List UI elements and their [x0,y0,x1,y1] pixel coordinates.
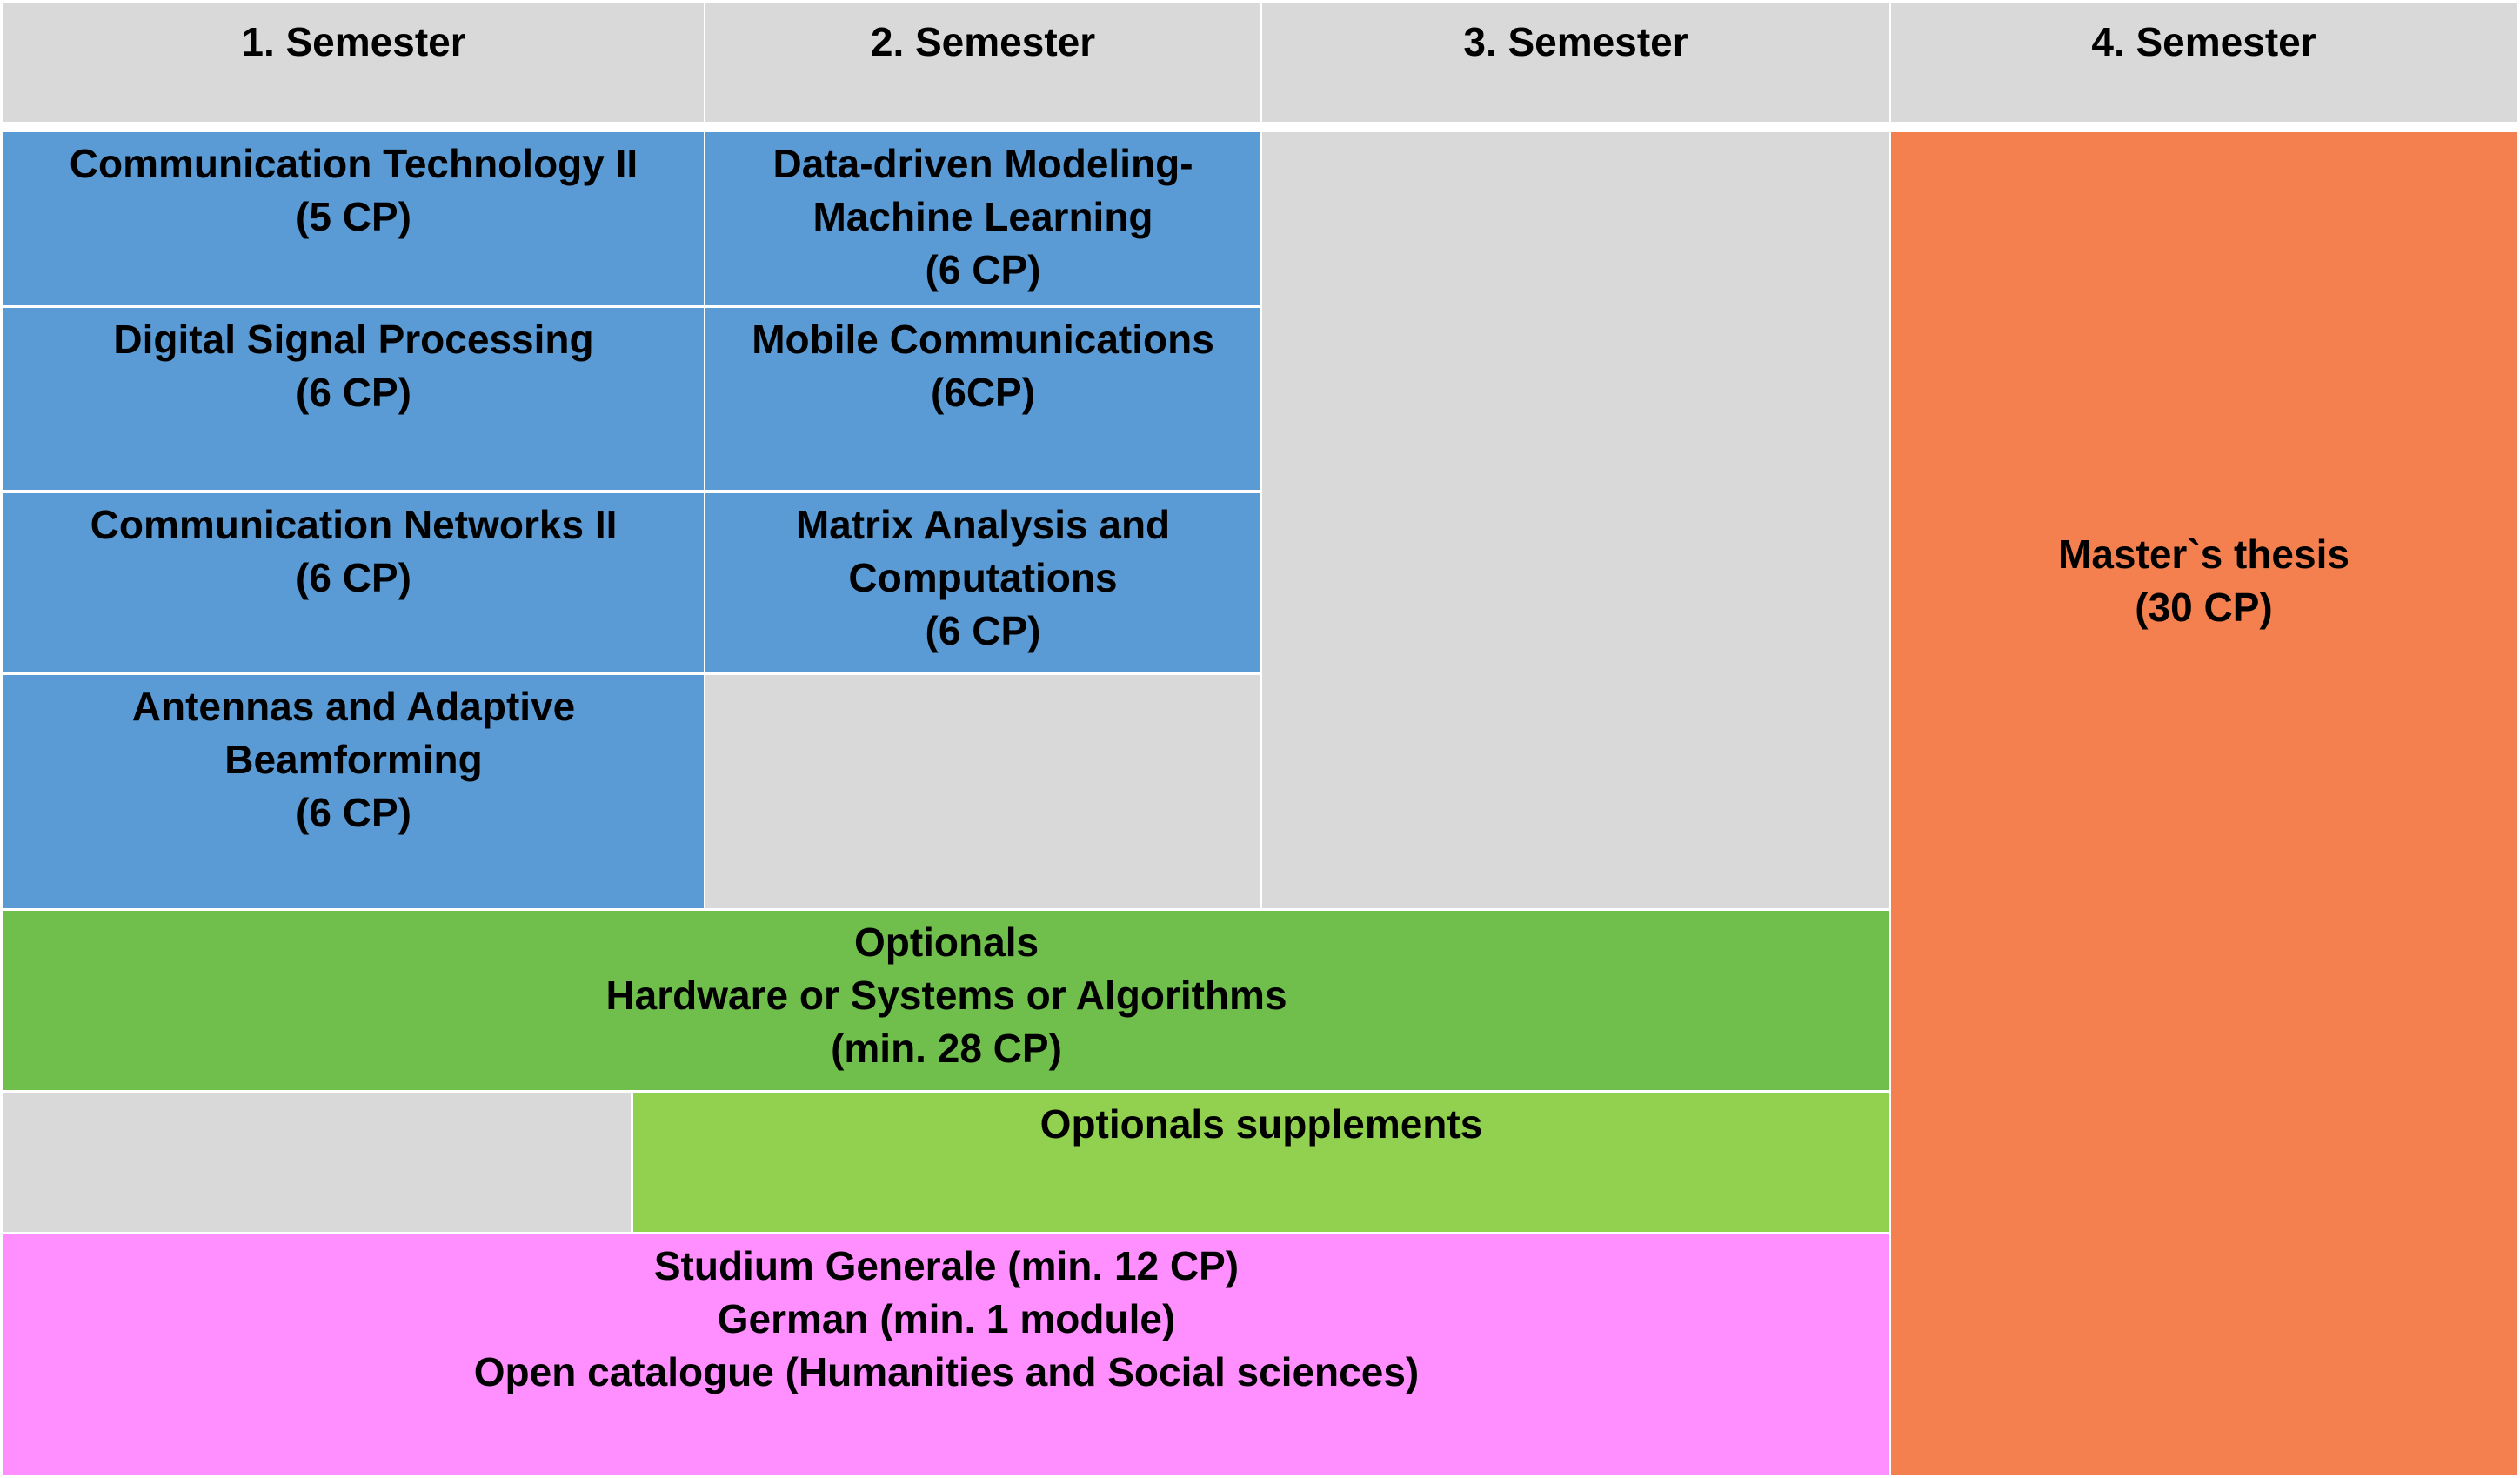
module-name: Communication Technology II [69,141,638,186]
module-credits: (6 CP) [296,370,411,415]
module-name-line-1: Antennas and Adaptive [131,684,576,729]
module-credits: (6 CP) [925,247,1041,292]
studium-generale-german: German (min. 1 module) [717,1296,1176,1341]
empty-slot-semester-3 [1262,132,1889,908]
module-digital-signal-processing: Digital Signal Processing (6 CP) [3,308,704,490]
header-label: 1. Semester [241,19,466,64]
module-name-line-1: Data-driven Modeling- [772,141,1193,186]
module-name-line-2: Machine Learning [812,194,1153,239]
module-matrix-analysis-and-computations: Matrix Analysis and Computations (6 CP) [705,493,1260,672]
module-antennas-and-adaptive-beamforming: Antennas and Adaptive Beamforming (6 CP) [3,675,704,908]
module-credits: (6 CP) [296,555,411,600]
module-data-driven-modeling: Data-driven Modeling- Machine Learning (… [705,132,1260,305]
optionals-tracks: Hardware or Systems or Algorithms [605,973,1287,1018]
module-name: Mobile Communications [752,317,1214,362]
module-credits: (6 CP) [925,608,1041,653]
module-mobile-communications: Mobile Communications (6CP) [705,308,1260,490]
optionals-supplements-title: Optionals supplements [1039,1101,1483,1147]
optionals-credits: (min. 28 CP) [831,1026,1062,1071]
optionals-block: Optionals Hardware or Systems or Algorit… [3,911,1889,1090]
header-semester-2: 2. Semester [705,3,1260,122]
module-credits: (6 CP) [296,790,411,835]
module-communication-networks-ii: Communication Networks II (6 CP) [3,493,704,672]
module-communication-technology-ii: Communication Technology II (5 CP) [3,132,704,305]
module-name-line-2: Beamforming [224,737,483,782]
module-name: Digital Signal Processing [113,317,594,362]
header-label: 4. Semester [2091,19,2316,64]
empty-slot-semester-2 [705,675,1260,908]
studium-generale-title: Studium Generale (min. 12 CP) [653,1243,1240,1288]
module-credits: (5 CP) [296,194,411,239]
thesis-title: Master`s thesis [2058,532,2350,577]
studium-generale-catalogue: Open catalogue (Humanities and Social sc… [473,1349,1420,1394]
header-semester-4: 4. Semester [1891,3,2517,122]
thesis-credits: (30 CP) [2135,585,2273,630]
header-label: 3. Semester [1463,19,1688,64]
optionals-title: Optionals [853,920,1039,965]
module-credits: (6CP) [930,370,1036,415]
optionals-supplements-block: Optionals supplements [633,1093,1889,1232]
header-semester-3: 3. Semester [1262,3,1889,122]
header-semester-1: 1. Semester [3,3,704,122]
empty-slot-supplements [3,1093,631,1232]
module-name-line-1: Matrix Analysis and [795,502,1171,547]
header-label: 2. Semester [870,19,1096,64]
studium-generale-block: Studium Generale (min. 12 CP) German (mi… [3,1234,1889,1475]
module-name: Communication Networks II [90,502,618,547]
module-name-line-2: Computations [848,555,1118,600]
masters-thesis-block: Master`s thesis (30 CP) [1891,132,2517,1475]
